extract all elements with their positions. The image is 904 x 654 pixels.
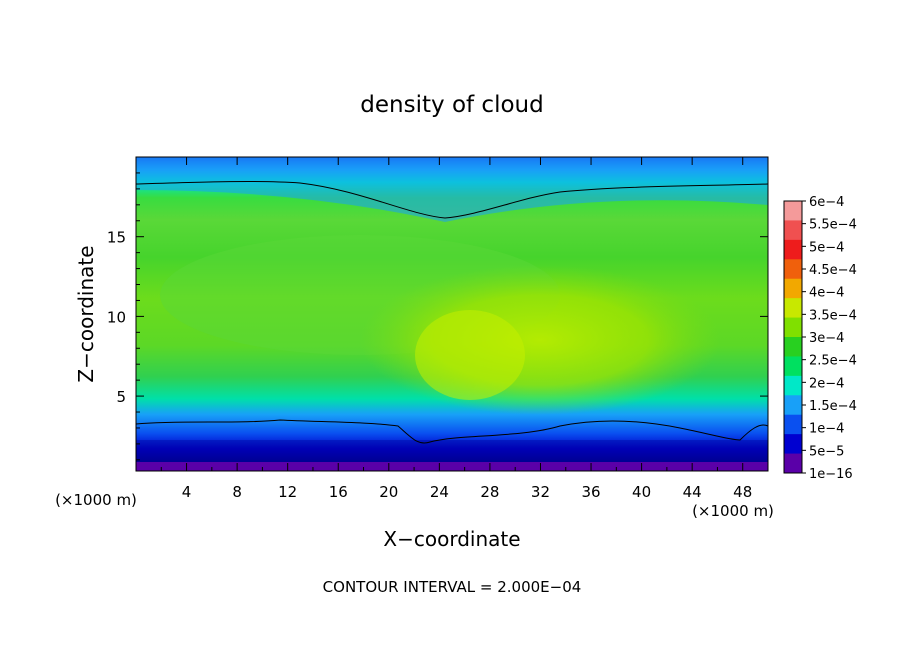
colorbar-swatch xyxy=(784,239,802,260)
colorbar-label: 2.5e−4 xyxy=(809,354,857,369)
x-tick-label: 44 xyxy=(683,483,702,501)
x-tick-label: 40 xyxy=(632,483,651,501)
x-tick-label: 8 xyxy=(232,483,242,501)
colorbar-label: 5.5e−4 xyxy=(809,218,857,233)
y-tick-label: 10 xyxy=(107,308,126,326)
colorbar-swatch xyxy=(784,453,802,474)
x-tick-label: 16 xyxy=(329,483,348,501)
y-axis-label: Z−coordinate xyxy=(74,245,98,382)
x-axis-label: X−coordinate xyxy=(383,527,520,551)
colorbar-swatch xyxy=(784,356,802,377)
x-tick-label: 24 xyxy=(430,483,449,501)
colorbar-swatch xyxy=(784,414,802,435)
contour-line-upper xyxy=(135,180,769,219)
colorbar-swatch xyxy=(784,337,802,357)
colorbar-label: 2e−4 xyxy=(809,376,844,391)
colorbar: 6e−4 5.5e−4 5e−4 4.5e−4 4e−4 3.5e−4 3e−4 2.5e−4… xyxy=(783,195,857,482)
x-tick-label: 4 xyxy=(182,483,192,501)
x-tick-label: 48 xyxy=(733,483,752,501)
x-tick-label: 12 xyxy=(278,483,297,501)
colorbar-swatch xyxy=(784,201,802,221)
colorbar-swatch xyxy=(784,298,802,319)
colorbar-swatch xyxy=(784,434,802,455)
colorbar-label: 5e−4 xyxy=(809,240,844,255)
colorbar-swatch xyxy=(784,278,802,299)
colorbar-label: 1e−16 xyxy=(809,467,853,482)
colorbar-swatch xyxy=(784,395,802,416)
x-tick-label: 28 xyxy=(480,483,499,501)
y-tick-label: 15 xyxy=(107,229,126,247)
colorbar-label: 1e−4 xyxy=(809,422,844,437)
colorbar-swatch xyxy=(784,375,802,396)
x-unit-left: (×1000 m) xyxy=(55,491,137,509)
colorbar-swatch xyxy=(784,317,802,338)
y-axis: 5 10 15 xyxy=(107,172,768,461)
colorbar-label: 4e−4 xyxy=(809,286,844,301)
colorbar-swatch xyxy=(784,259,802,280)
colorbar-label: 4.5e−4 xyxy=(809,263,857,278)
colorbar-label: 5e−5 xyxy=(809,444,844,459)
y-tick-label: 5 xyxy=(116,388,126,406)
contour-line-lower xyxy=(135,419,769,444)
colorbar-label: 1.5e−4 xyxy=(809,399,857,414)
x-unit-right: (×1000 m) xyxy=(692,502,774,520)
colorbar-label: 6e−4 xyxy=(809,195,844,210)
colorbar-label: 3.5e−4 xyxy=(809,308,857,323)
plot-frame xyxy=(135,156,769,472)
x-tick-label: 36 xyxy=(581,483,600,501)
x-tick-label: 20 xyxy=(379,483,398,501)
x-tick-label: 32 xyxy=(531,483,550,501)
colorbar-swatch xyxy=(784,220,802,241)
contour-interval-label: CONTOUR INTERVAL = 2.000E−04 xyxy=(323,578,582,596)
colorbar-label: 3e−4 xyxy=(809,331,844,346)
chart-title: density of cloud xyxy=(360,92,543,118)
heatmap-field xyxy=(136,157,768,471)
x-axis: 4 8 12 16 20 24 28 32 36 40 44 48 xyxy=(160,157,769,501)
